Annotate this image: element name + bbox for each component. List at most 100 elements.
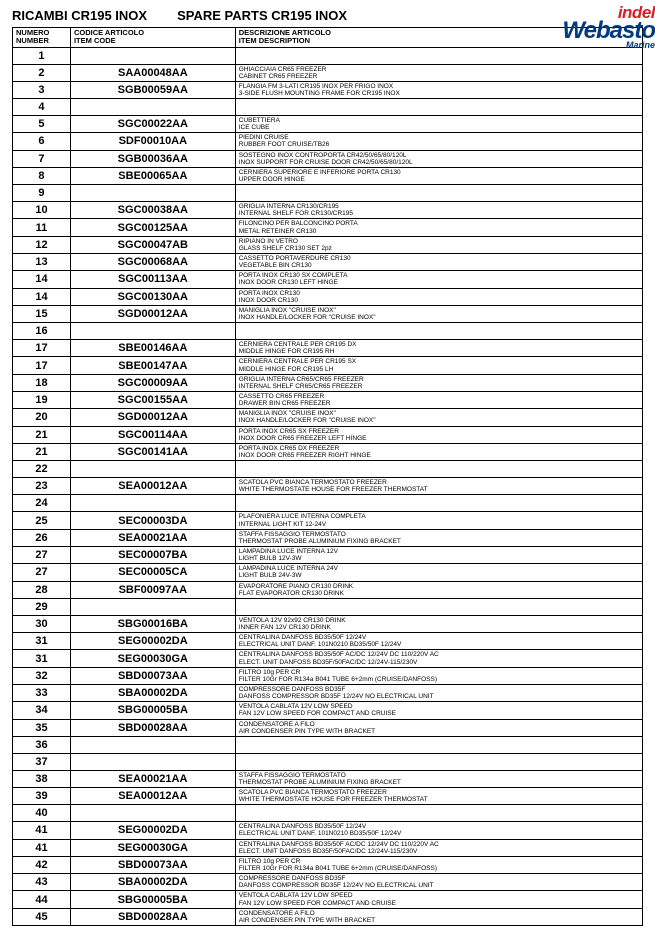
row-number: 17 <box>13 340 71 357</box>
item-code <box>70 99 235 116</box>
row-number: 39 <box>13 788 71 805</box>
row-number: 18 <box>13 374 71 391</box>
table-row: 6SDF00010AAPIEDINI CRUISERUBBER FOOT CRU… <box>13 133 643 150</box>
item-code: SBE00146AA <box>70 340 235 357</box>
table-row: 19SGC00155AACASSETTO CR65 FREEZERDRAWER … <box>13 392 643 409</box>
item-description: CERNIERA SUPERIORE E INFERIORE PORTA CR1… <box>235 167 642 184</box>
row-number: 38 <box>13 770 71 787</box>
item-description: FILONCINO PER BALCONCINO PORTAMETAL RETE… <box>235 219 642 236</box>
table-row: 35SBD00028AACONDENSATORE A FILOAIR CONDE… <box>13 719 643 736</box>
table-row: 1 <box>13 47 643 64</box>
table-row: 20SGD00012AAMANIGLIA INOX "CRUISE INOX"I… <box>13 409 643 426</box>
item-code: SEA00021AA <box>70 770 235 787</box>
item-description <box>235 99 642 116</box>
table-row: 2SAA00048AAGHIACCIAIA CR65 FREEZERCABINE… <box>13 64 643 81</box>
row-number: 41 <box>13 822 71 839</box>
table-row: 29 <box>13 598 643 615</box>
item-code: SBE00147AA <box>70 357 235 374</box>
row-number: 24 <box>13 495 71 512</box>
item-code: SEC00007BA <box>70 546 235 563</box>
table-row: 8SBE00065AACERNIERA SUPERIORE E INFERIOR… <box>13 167 643 184</box>
table-row: 9 <box>13 185 643 202</box>
table-row: 5SGC00022AACUBETTIERAICE CUBE <box>13 116 643 133</box>
item-description: CENTRALINA DANFOSS BD35/50F 12/24VELECTR… <box>235 633 642 650</box>
table-row: 33SBA00002DACOMPRESSORE DANFOSS BD35FDAN… <box>13 684 643 701</box>
row-number: 17 <box>13 357 71 374</box>
item-code: SGC00114AA <box>70 426 235 443</box>
item-description: CENTRALINA DANFOSS BD35/50F AC/DC 12/24V… <box>235 839 642 856</box>
row-number: 3 <box>13 81 71 98</box>
item-code: SEC00005CA <box>70 564 235 581</box>
table-row: 44SBG00005BAVENTOLA CABLATA 12V LOW SPEE… <box>13 891 643 908</box>
item-code: SEG00030GA <box>70 839 235 856</box>
item-description: SCATOLA PVC BIANCA TERMOSTATO FREEZERWHI… <box>235 788 642 805</box>
brand-logo: indel Webasto Marine <box>562 6 655 50</box>
item-description: CERNIERA CENTRALE PER CR195 SXMIDDLE HIN… <box>235 357 642 374</box>
row-number: 27 <box>13 564 71 581</box>
item-code: SEG00002DA <box>70 633 235 650</box>
row-number: 31 <box>13 633 71 650</box>
row-number: 12 <box>13 236 71 253</box>
table-row: 21SGC00114AAPORTA INOX CR65 SX FREEZERIN… <box>13 426 643 443</box>
item-description: MANIGLIA INOX "CRUISE INOX"INOX HANDLE/L… <box>235 409 642 426</box>
row-number: 7 <box>13 150 71 167</box>
table-row: 25SEC00003DAPLAFONIERA LUCE INTERNA COMP… <box>13 512 643 529</box>
row-number: 8 <box>13 167 71 184</box>
item-description <box>235 461 642 478</box>
table-row: 10SGC00038AAGRIGLIA INTERNA CR130/CR195I… <box>13 202 643 219</box>
table-row: 31SEG00030GACENTRALINA DANFOSS BD35/50F … <box>13 650 643 667</box>
item-code: SBA00002DA <box>70 874 235 891</box>
item-code: SGC00141AA <box>70 443 235 460</box>
item-description: SCATOLA PVC BIANCA TERMOSTATO FREEZERWHI… <box>235 478 642 495</box>
row-number: 31 <box>13 650 71 667</box>
table-row: 11SGC00125AAFILONCINO PER BALCONCINO POR… <box>13 219 643 236</box>
table-row: 38SEA00021AASTAFFA FISSAGGIO TERMOSTATOT… <box>13 770 643 787</box>
row-number: 11 <box>13 219 71 236</box>
item-code: SGC00130AA <box>70 288 235 305</box>
item-description: PLAFONIERA LUCE INTERNA COMPLETAINTERNAL… <box>235 512 642 529</box>
page-header: RICAMBI CR195 INOX SPARE PARTS CR195 INO… <box>12 8 643 27</box>
item-code <box>70 47 235 64</box>
row-number: 36 <box>13 736 71 753</box>
item-code <box>70 185 235 202</box>
item-code: SEA00012AA <box>70 788 235 805</box>
row-number: 27 <box>13 546 71 563</box>
row-number: 44 <box>13 891 71 908</box>
item-code: SEA00012AA <box>70 478 235 495</box>
item-description <box>235 323 642 340</box>
item-code <box>70 495 235 512</box>
table-row: 27SEC00005CALAMPADINA LUCE INTERNA 24VLI… <box>13 564 643 581</box>
item-code: SBD00028AA <box>70 719 235 736</box>
item-code <box>70 736 235 753</box>
item-description: STAFFA FISSAGGIO TERMOSTATOTHERMOSTAT PR… <box>235 770 642 787</box>
item-code <box>70 753 235 770</box>
item-description: CENTRALINA DANFOSS BD35/50F AC/DC 12/24V… <box>235 650 642 667</box>
row-number: 33 <box>13 684 71 701</box>
row-number: 30 <box>13 615 71 632</box>
table-row: 34SBG00005BAVENTOLA CABLATA 12V LOW SPEE… <box>13 702 643 719</box>
item-description: CASSETTO PORTAVERDURE CR130VEGETABLE BIN… <box>235 254 642 271</box>
item-description: EVAPORATORE PIANO CR130 DRINKFLAT EVAPOR… <box>235 581 642 598</box>
item-code: SGB00036AA <box>70 150 235 167</box>
item-description: PIEDINI CRUISERUBBER FOOT CRUISE/TB26 <box>235 133 642 150</box>
item-description <box>235 185 642 202</box>
table-row: 14SGC00113AAPORTA INOX CR130 SX COMPLETA… <box>13 271 643 288</box>
item-description <box>235 805 642 822</box>
item-code: SGD00012AA <box>70 409 235 426</box>
table-row: 42SBD00073AAFILTRO 10g PER CRFILTER 10Gr… <box>13 856 643 873</box>
item-code: SBG00005BA <box>70 891 235 908</box>
row-number: 23 <box>13 478 71 495</box>
table-row: 15SGD00012AAMANIGLIA INOX "CRUISE INOX"I… <box>13 305 643 322</box>
table-row: 14SGC00130AAPORTA INOX CR130INOX DOOR CR… <box>13 288 643 305</box>
table-row: 27SEC00007BALAMPADINA LUCE INTERNA 12VLI… <box>13 546 643 563</box>
table-row: 41SEG00002DACENTRALINA DANFOSS BD35/50F … <box>13 822 643 839</box>
item-code: SGC00113AA <box>70 271 235 288</box>
item-description: VENTOLA 12V 92x92 CR130 DRINKINNER FAN 1… <box>235 615 642 632</box>
table-row: 7SGB00036AASOSTEGNO INOX CONTROPORTA CR4… <box>13 150 643 167</box>
item-code: SBD00073AA <box>70 856 235 873</box>
row-number: 25 <box>13 512 71 529</box>
table-row: 16 <box>13 323 643 340</box>
row-number: 41 <box>13 839 71 856</box>
item-description: PORTA INOX CR130INOX DOOR CR130 <box>235 288 642 305</box>
header-code: CODICE ARTICOLOITEM CODE <box>70 28 235 48</box>
